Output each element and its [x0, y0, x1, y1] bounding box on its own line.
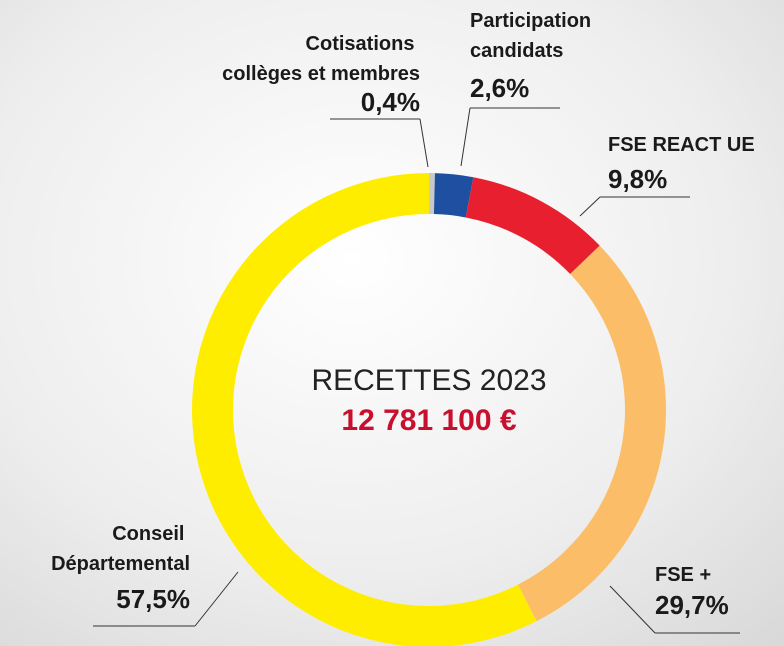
leader-line: [419, 118, 429, 168]
label-value: 29,7%: [655, 590, 729, 620]
slice: [429, 173, 435, 215]
label-name: Cotisations collèges et membres: [222, 33, 420, 85]
donut: [192, 173, 666, 646]
label-value: 9,8%: [608, 164, 667, 194]
slice: [465, 177, 600, 275]
leader-line: [609, 585, 656, 634]
slice: [433, 173, 474, 218]
label-name: FSE REACT UE: [608, 134, 755, 156]
slice: [192, 173, 537, 646]
label-value: 2,6%: [470, 73, 529, 103]
label-name: Participation candidats: [470, 10, 597, 62]
label-value: 0,4%: [361, 87, 420, 117]
label-name: FSE +: [655, 564, 711, 586]
label-value: 57,5%: [116, 584, 190, 614]
leader-line: [460, 107, 471, 167]
label-name: Conseil Départemental: [51, 523, 190, 575]
center-total: 12 781 100 €: [341, 404, 516, 437]
leader-line: [194, 571, 239, 627]
leader-line: [579, 196, 601, 217]
slice: [517, 245, 666, 622]
center-title: RECETTES 2023: [311, 364, 546, 397]
